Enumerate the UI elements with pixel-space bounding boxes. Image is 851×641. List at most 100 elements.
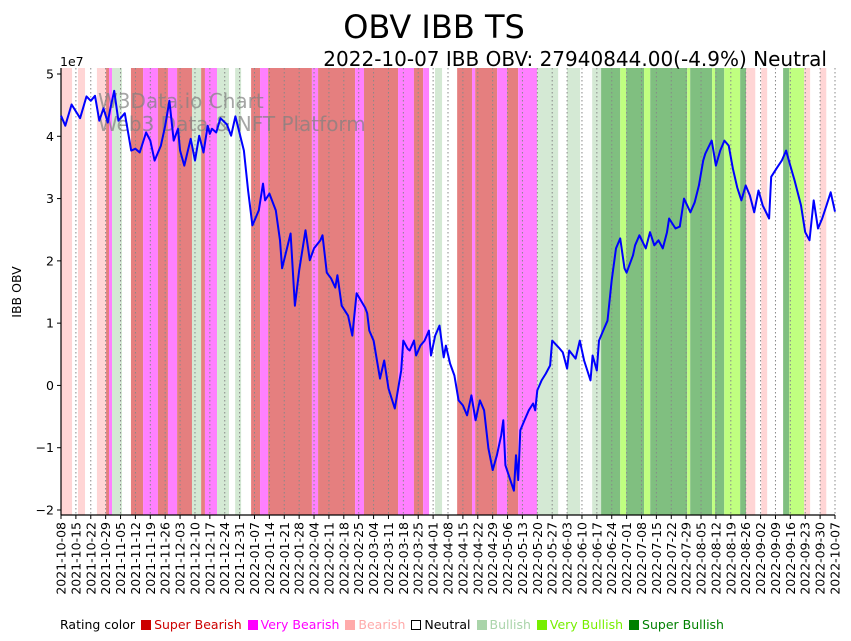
x-tick-label: 2022-10-07 <box>828 522 843 595</box>
x-tick-label: 2022-04-22 <box>470 522 485 595</box>
x-tick-label: 2021-12-03 <box>173 522 188 595</box>
legend-label: Bullish <box>489 617 531 632</box>
y-tick-label: 1 <box>46 316 54 331</box>
legend-swatch <box>141 620 152 630</box>
legend-item: Super Bullish <box>629 617 724 632</box>
legend-label: Neutral <box>424 617 471 632</box>
legend-item: Very Bearish <box>247 617 339 632</box>
x-tick-label: 2022-01-21 <box>277 522 292 595</box>
rating-band-Bu <box>435 68 443 515</box>
x-tick-label: 2021-11-26 <box>158 522 173 595</box>
rating-band-VBu <box>687 68 691 515</box>
rating-band-SB <box>130 68 144 515</box>
legend-swatch <box>411 620 422 630</box>
x-tick-label: 2022-02-25 <box>351 522 366 595</box>
legend-swatch <box>345 620 356 630</box>
x-tick-label: 2022-05-13 <box>515 522 530 595</box>
rating-band-VB <box>260 68 269 515</box>
legend-swatch <box>629 620 640 630</box>
x-tick-label: 2022-05-20 <box>530 522 545 595</box>
x-tick-label: 2021-12-31 <box>232 522 247 595</box>
rating-band-SBu <box>650 68 688 515</box>
rating-band-B <box>61 68 73 515</box>
rating-band-SB <box>177 68 192 515</box>
x-tick-label: 2022-07-22 <box>664 522 679 595</box>
rating-band-B <box>820 68 827 515</box>
rating-band-SB <box>457 68 473 515</box>
x-tick-label: 2022-09-23 <box>798 522 813 595</box>
x-tick-label: 2022-07-08 <box>634 522 649 595</box>
rating-band-VB <box>167 68 178 515</box>
x-tick-label: 2021-10-22 <box>83 522 98 595</box>
x-tick-label: 2022-04-29 <box>485 522 500 595</box>
x-tick-label: 2022-08-12 <box>708 522 723 595</box>
watermark-line-1: W3Data.io Chart <box>98 89 264 113</box>
y-tick-label: 3 <box>46 191 54 206</box>
rating-band-Bu <box>537 68 559 515</box>
rating-band-SBu <box>690 68 713 515</box>
x-tick-label: 2022-06-17 <box>589 522 604 595</box>
rating-band-VB <box>398 68 414 515</box>
legend-item: Bearish <box>345 617 405 632</box>
rating-band-B <box>804 68 811 515</box>
legend-item: Neutral <box>411 617 471 632</box>
rating-band-VB <box>518 68 538 515</box>
rating-band-VB <box>423 68 430 515</box>
x-tick-label: 2022-04-08 <box>441 522 456 595</box>
legend-label: Very Bullish <box>549 617 624 632</box>
rating-band-SB <box>157 68 168 515</box>
x-tick-label: 2022-06-03 <box>560 522 575 595</box>
x-tick-label: 2022-09-02 <box>753 522 768 595</box>
legend-label: Super Bullish <box>642 617 724 632</box>
x-tick-label: 2022-02-04 <box>307 522 322 595</box>
x-tick-label: 2022-07-15 <box>649 522 664 595</box>
legend-swatch <box>536 620 547 630</box>
x-tick-label: 2022-04-01 <box>426 522 441 595</box>
x-tick-label: 2022-08-19 <box>723 522 738 595</box>
legend-item: Bullish <box>476 617 531 632</box>
x-tick-label: 2022-06-24 <box>604 522 619 595</box>
rating-band-VBu <box>724 68 741 515</box>
rating-band-SB <box>318 68 356 515</box>
rating-band-SB <box>364 68 399 515</box>
x-tick-label: 2021-11-19 <box>143 522 158 595</box>
chart-subtitle: 2022-10-07 IBB OBV: 27940844.00(-4.9%) N… <box>323 47 827 71</box>
x-tick-label: 2022-05-06 <box>500 522 515 595</box>
y-tick-label: 4 <box>46 129 54 144</box>
rating-band-Bu <box>217 68 229 515</box>
rating-band-SB <box>268 68 312 515</box>
rating-band-VBu <box>712 68 716 515</box>
legend-label: Bearish <box>358 617 406 632</box>
legend-label: Super Bearish <box>154 617 242 632</box>
rating-band-SBu <box>740 68 747 515</box>
rating-band-SBu <box>783 68 790 515</box>
rating-band-SB <box>507 68 519 515</box>
legend-title: Rating color <box>60 617 136 632</box>
x-tick-label: 2022-08-26 <box>738 522 753 595</box>
x-tick-label: 2022-04-15 <box>455 522 470 595</box>
legend-swatch <box>476 620 487 630</box>
rating-band-Bu <box>112 68 123 515</box>
x-tick-label: 2022-05-27 <box>545 522 560 595</box>
rating-band-SBu <box>626 68 645 515</box>
rating-band-VB <box>355 68 365 515</box>
x-tick-label: 2022-09-30 <box>813 522 828 595</box>
x-tick-label: 2021-12-10 <box>187 522 202 595</box>
legend-item: Very Bullish <box>536 617 624 632</box>
rating-band-SB <box>106 68 110 515</box>
rating-band-VB <box>472 68 476 515</box>
y-tick-label: −2 <box>36 503 54 518</box>
x-tick-label: 2022-01-28 <box>292 522 307 595</box>
rating-band-Bu <box>191 68 202 515</box>
x-tick-label: 2021-11-12 <box>128 522 143 595</box>
rating-band-VB <box>311 68 319 515</box>
x-tick-label: 2022-03-04 <box>366 522 381 595</box>
legend-item: Super Bearish <box>141 617 242 632</box>
x-tick-label: 2022-06-10 <box>574 522 589 595</box>
rating-band-Bu <box>592 68 602 515</box>
x-tick-label: 2022-03-25 <box>411 522 426 595</box>
x-tick-label: 2021-10-08 <box>54 522 69 595</box>
rating-band-VBu <box>644 68 651 515</box>
rating-band-SB <box>201 68 205 515</box>
